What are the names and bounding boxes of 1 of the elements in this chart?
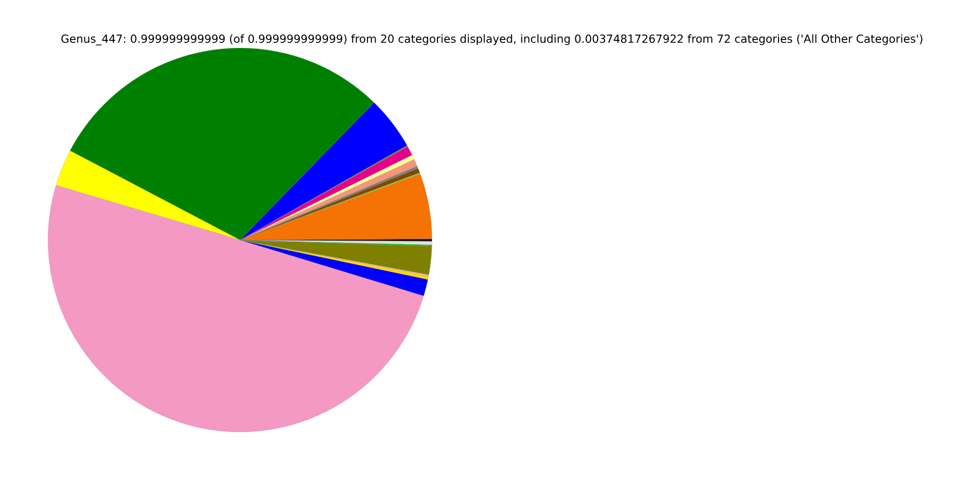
text: Genus_447: 0.999999999999 (of 0.999999999999) from 20 categories displayed, including 0.00374817267922 from 72 categories ('All Other Categories'): [61, 34, 922, 46]
